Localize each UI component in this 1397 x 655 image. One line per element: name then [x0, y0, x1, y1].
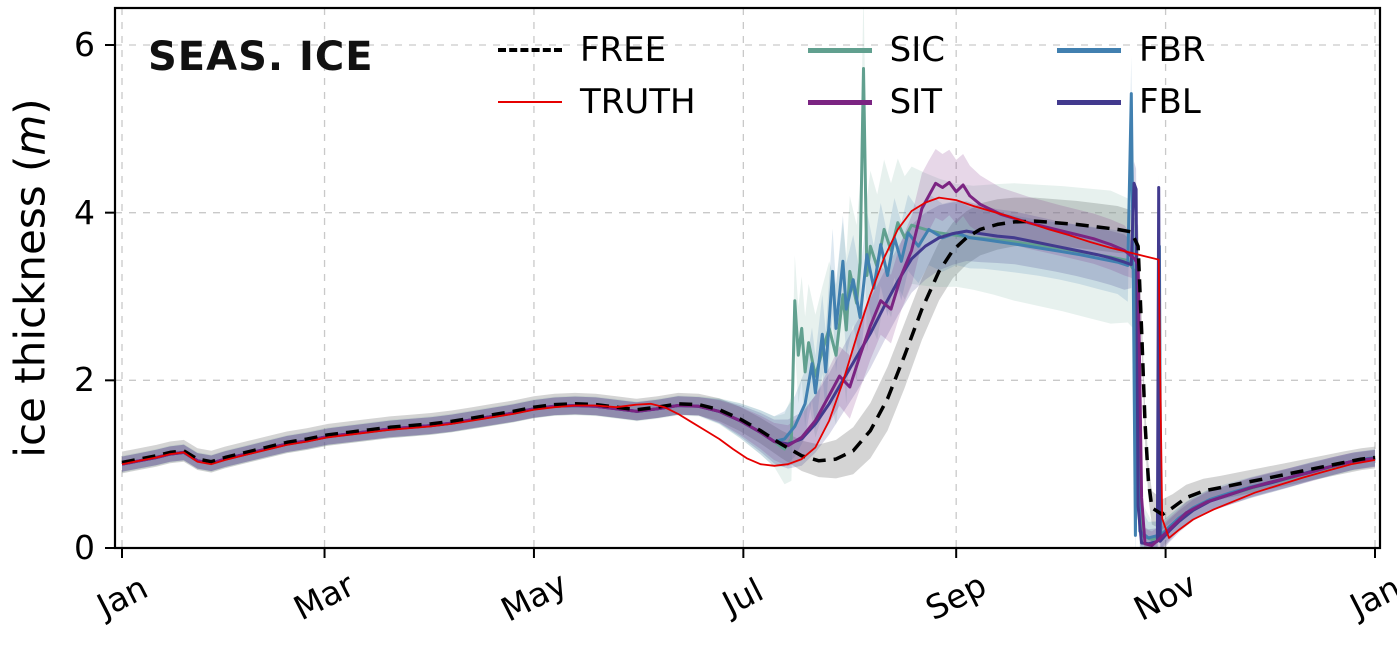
legend-item-sit: SIT: [807, 76, 945, 128]
y-tick-label: 6: [74, 25, 95, 64]
legend-label-sit: SIT: [889, 82, 943, 122]
y-axis-label-close: ): [5, 98, 55, 115]
legend-label-fbl: FBL: [1138, 82, 1201, 122]
x-tick-label: May: [449, 564, 619, 630]
x-tick-label: Jan: [1290, 568, 1397, 626]
y-tick-label: 2: [74, 360, 95, 400]
legend-label-free: FREE: [580, 30, 667, 70]
x-tick-label: Jan: [37, 568, 207, 626]
y-tick-label: 0: [74, 528, 95, 567]
legend-line-swatch-fbr: [1056, 47, 1121, 53]
legend-item-fbr: FBR: [1056, 24, 1206, 76]
band-FBL: [122, 161, 1375, 548]
plot-title: SEAS. ICE: [148, 34, 374, 80]
x-tick-label-text: Jan: [1343, 567, 1397, 626]
axes-border: [113, 6, 1382, 550]
legend-line-swatch-sit: [807, 99, 872, 105]
legend-item-sic: SIC: [807, 24, 945, 76]
y-tick-label: 4: [74, 192, 95, 232]
legend-item-truth: TRUTH: [498, 76, 696, 128]
x-tick-label-text: Jul: [716, 570, 770, 623]
series-group: [121, 8, 1376, 548]
series-line-TRUTH: [121, 196, 1376, 539]
x-tick-label-text: Jan: [90, 567, 154, 626]
legend-line-swatch-fbl: [1056, 99, 1121, 105]
x-tick-label: Jul: [658, 570, 828, 623]
legend-line-swatch-free: [498, 48, 562, 52]
series-line-FBR: [121, 92, 1376, 540]
x-tick-label: Mar: [240, 565, 410, 628]
legend-item-free: FREE: [498, 24, 696, 76]
y-axis-label: ice thickness (m): [6, 98, 55, 457]
band-FREE: [122, 197, 1375, 530]
x-tick-label: Sep: [871, 565, 1041, 628]
legend-label-sic: SIC: [889, 30, 945, 70]
legend: FREE TRUTH SIC SIT FBR FBL: [498, 24, 1206, 128]
legend-label-fbr: FBR: [1138, 30, 1206, 70]
series-line-FREE: [121, 219, 1376, 517]
legend-line-swatch-sic: [807, 47, 872, 53]
legend-item-fbl: FBL: [1056, 76, 1206, 128]
legend-line-swatch-truth: [498, 101, 562, 103]
series-line-SIC: [121, 67, 1376, 542]
y-axis-unit: m: [5, 114, 55, 156]
legend-label-truth: TRUTH: [580, 82, 696, 122]
x-tick-label: Nov: [1081, 565, 1251, 629]
